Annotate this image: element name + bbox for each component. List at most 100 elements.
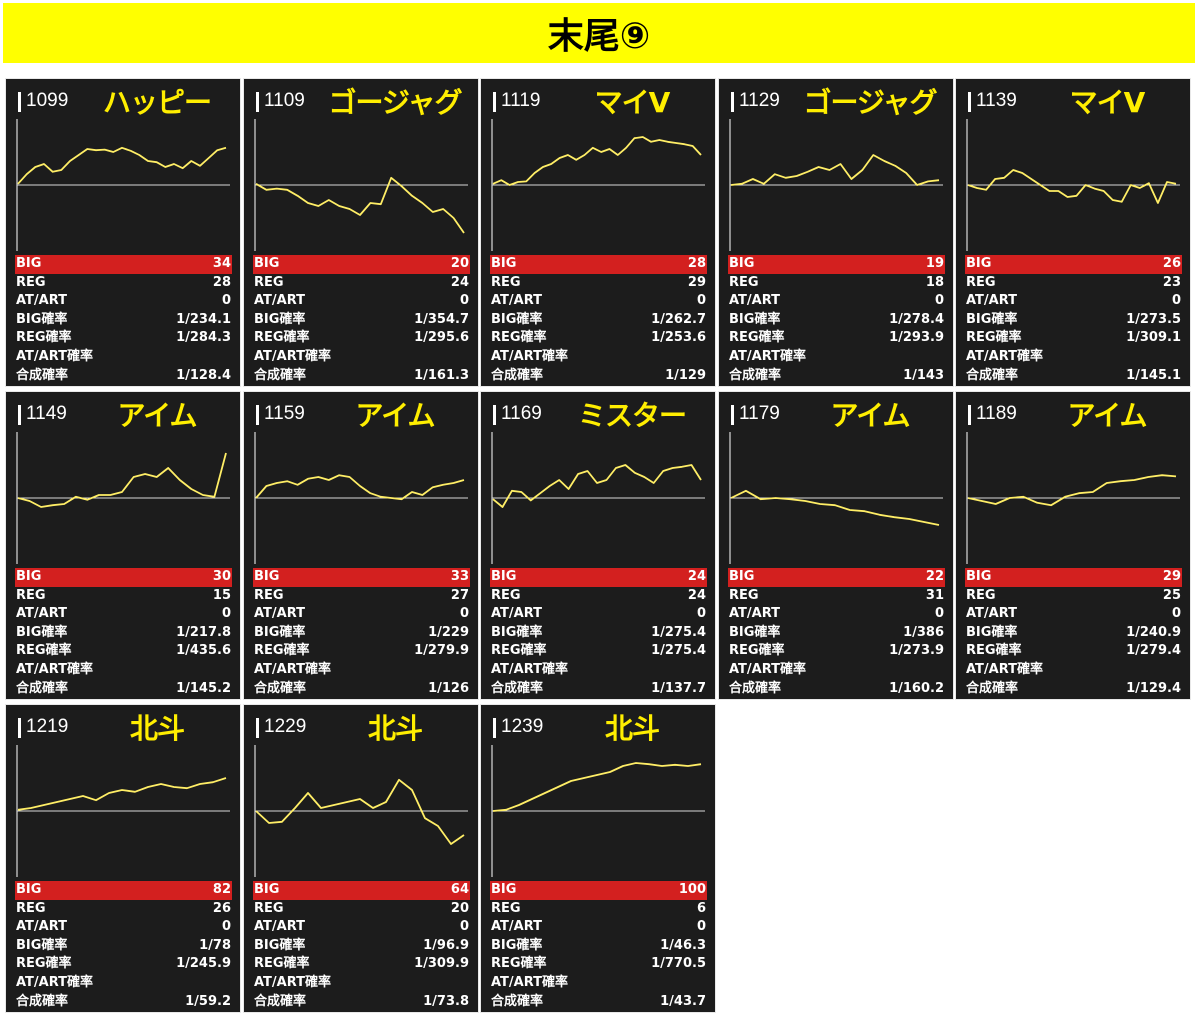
stat-value: 24 (687, 587, 706, 603)
stat-label: AT/ART確率 (16, 661, 94, 677)
stat-label: 合成確率 (966, 680, 1019, 696)
stat-label: AT/ART確率 (966, 348, 1044, 364)
stat-value: 26 (1162, 256, 1181, 271)
stat-row-reg-rate: REG確率 1/275.4 (490, 642, 707, 661)
stat-row-total-rate: 合成確率 1/126 (253, 680, 470, 699)
machine-number: 1179 (739, 403, 780, 424)
stat-row-total-rate: 合成確率 1/161.3 (253, 367, 470, 386)
stat-value: 1/354.7 (414, 311, 469, 327)
machine-panel: 1109 ゴージャグ BIG 20 REG 24 AT/ART 0 BIG確率 1/354.7 RE… (243, 78, 479, 387)
stat-label: BIG (966, 569, 992, 584)
stat-value: 1/161.3 (414, 367, 469, 383)
slump-line (255, 176, 465, 234)
stat-value: 1/309.9 (414, 956, 469, 972)
stat-label: REG (16, 587, 46, 603)
stat-value: 28 (687, 256, 706, 271)
stat-value: 34 (212, 256, 231, 271)
slump-line (730, 154, 940, 186)
stat-label: REG (491, 274, 521, 290)
stat-value: 33 (450, 569, 469, 584)
machine-name: 北斗 (129, 712, 185, 745)
stat-label: BIG確率 (729, 311, 781, 327)
stats-table: BIG 64 REG 20 AT/ART 0 BIG確率 1/96.9 REG確率 1/309.9… (253, 881, 470, 1011)
machine-number: 1099 (26, 90, 69, 111)
panel-marker (731, 405, 734, 425)
stat-row-big: BIG 100 (490, 881, 707, 900)
stat-row-big: BIG 30 (15, 568, 232, 587)
stat-row-at: AT/ART 0 (490, 605, 707, 624)
stat-row-at: AT/ART 0 (253, 292, 470, 311)
stat-row-reg: REG 26 (15, 900, 232, 919)
stat-value: 1/386 (903, 624, 944, 640)
stat-row-reg: REG 24 (490, 587, 707, 606)
machine-name: ミスター (577, 399, 687, 432)
stat-row-at: AT/ART 0 (490, 292, 707, 311)
stat-label: AT/ART確率 (16, 348, 94, 364)
stat-label: REG (254, 587, 284, 603)
stat-label: BIG確率 (966, 311, 1018, 327)
stat-row-reg-rate: REG確率 1/293.9 (728, 329, 945, 348)
stat-label: BIG確率 (491, 624, 543, 640)
stat-label: BIG (16, 569, 42, 584)
slump-graph (729, 119, 943, 251)
stats-table: BIG 33 REG 27 AT/ART 0 BIG確率 1/229 REG確率 1/279.9 A… (253, 568, 470, 698)
stat-row-at: AT/ART 0 (490, 918, 707, 937)
machine-panel: 1179 アイム BIG 22 REG 31 AT/ART 0 BIG確率 1/386 REG確率 1… (718, 391, 954, 700)
panel-marker (18, 718, 21, 738)
stat-value: 1/279.9 (414, 643, 469, 659)
stat-row-total-rate: 合成確率 1/137.7 (490, 680, 707, 699)
slump-graph (491, 745, 705, 877)
stat-value: 64 (450, 882, 469, 897)
slump-graph (254, 119, 468, 251)
stat-row-at: AT/ART 0 (253, 918, 470, 937)
stat-label: AT/ART (491, 606, 543, 622)
stat-label: 合成確率 (254, 367, 307, 383)
stat-value: 1/273.9 (889, 643, 944, 659)
stat-value: 15 (212, 587, 231, 603)
stat-row-reg-rate: REG確率 1/309.1 (965, 329, 1182, 348)
slump-graph (729, 432, 943, 564)
stat-value: 6 (696, 900, 706, 916)
stat-label: 合成確率 (491, 367, 544, 383)
machine-name: アイム (830, 399, 910, 432)
stat-label: AT/ART (254, 919, 306, 935)
stat-row-big: BIG 64 (253, 881, 470, 900)
stat-value: 1/59.2 (185, 993, 231, 1009)
stat-row-at-rate: AT/ART確率 (965, 348, 1182, 367)
stat-value: 1/46.3 (660, 937, 706, 953)
stat-row-at-rate: AT/ART確率 (490, 348, 707, 367)
stat-label: BIG (254, 882, 280, 897)
stat-row-total-rate: 合成確率 1/43.7 (490, 993, 707, 1012)
stat-label: AT/ART (729, 293, 781, 309)
stat-row-big-rate: BIG確率 1/273.5 (965, 311, 1182, 330)
machine-number: 1189 (976, 403, 1017, 424)
stats-table: BIG 28 REG 29 AT/ART 0 BIG確率 1/262.7 REG確率 1/253.… (490, 255, 707, 385)
stats-table: BIG 100 REG 6 AT/ART 0 BIG確率 1/46.3 REG確率 1/770.5… (490, 881, 707, 1011)
machine-number: 1169 (501, 403, 542, 424)
stat-row-big-rate: BIG確率 1/386 (728, 624, 945, 643)
stat-row-big: BIG 24 (490, 568, 707, 587)
stat-label: 合成確率 (16, 680, 69, 696)
stat-value: 1/770.5 (651, 956, 706, 972)
stat-row-total-rate: 合成確率 1/73.8 (253, 993, 470, 1012)
stat-row-big-rate: BIG確率 1/240.9 (965, 624, 1182, 643)
stat-label: AT/ART (254, 606, 306, 622)
title-banner: 末尾⑨ (3, 3, 1195, 63)
machine-number: 1139 (976, 90, 1017, 111)
stat-label: REG確率 (966, 330, 1022, 346)
stat-label: REG確率 (254, 956, 310, 972)
machine-panel: 1169 ミスター BIG 24 REG 24 AT/ART 0 BIG確率 1/275.4 REG… (480, 391, 716, 700)
stat-value: 1/273.5 (1126, 311, 1181, 327)
stat-row-reg-rate: REG確率 1/279.4 (965, 642, 1182, 661)
stat-value: 0 (696, 293, 706, 309)
stat-row-total-rate: 合成確率 1/129.4 (965, 680, 1182, 699)
stat-value: 0 (459, 606, 469, 622)
stat-label: AT/ART確率 (966, 661, 1044, 677)
stat-value: 1/145.1 (1126, 367, 1181, 383)
stat-value: 0 (459, 919, 469, 935)
slump-graph (491, 119, 705, 251)
stat-row-reg: REG 18 (728, 274, 945, 293)
machine-name: マイV (594, 86, 671, 119)
slump-line (492, 136, 702, 186)
stat-value: 1/278.4 (889, 311, 944, 327)
